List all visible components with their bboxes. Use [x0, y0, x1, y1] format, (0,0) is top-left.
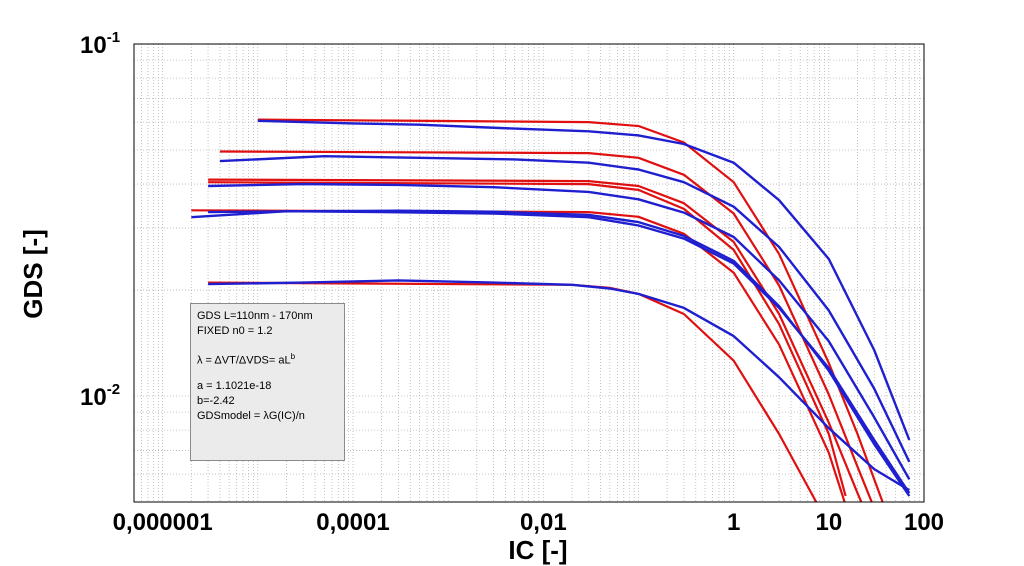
- x-tick-label: 10: [815, 509, 842, 536]
- y-axis-title: GDS [-]: [18, 229, 48, 319]
- measured-curve-9: [208, 182, 911, 480]
- annotation-line-2: FIXED n0 = 1.2: [197, 325, 273, 337]
- measured-curve-7: [257, 119, 911, 441]
- y-tick-label: 10-1: [80, 29, 120, 59]
- model-curve-3: [208, 178, 863, 502]
- x-tick-labels: 0,000001 0,0001 0,01 1 10 100: [113, 509, 944, 536]
- annotation-line-4: a = 1.1021e-18: [197, 379, 272, 392]
- model-curve-4: [191, 209, 846, 502]
- annotation-line-1: GDS L=110nm - 170nm: [197, 310, 313, 322]
- measured-curve-8: [219, 154, 911, 463]
- model-curve-1: [257, 118, 884, 502]
- annotation-line-6: GDSmodel = λG(IC)/n: [197, 409, 305, 422]
- model-annotation-box: GDS L=110nm - 170nm FIXED n0 = 1.2 λ = Δ…: [190, 303, 345, 461]
- x-tick-label: 1: [727, 509, 740, 536]
- annotation-line-3-exponent: b: [290, 352, 296, 361]
- x-tick-label: 0,01: [520, 509, 567, 536]
- measured-curve-11: [208, 209, 911, 497]
- plot-series: [191, 118, 911, 502]
- x-axis-title: IC [-]: [508, 535, 567, 565]
- measured-curve-12: [208, 279, 910, 492]
- y-tick-label: 10-2: [80, 381, 120, 411]
- model-curve-2: [219, 150, 873, 502]
- annotation-line-5: b=-2.42: [197, 394, 235, 407]
- annotation-line-3-text: λ = ΔVT/ΔVDS= aL: [197, 354, 291, 367]
- model-curve-6: [208, 181, 847, 497]
- plot-frame: [133, 43, 925, 503]
- x-tick-label: 0,0001: [316, 509, 389, 536]
- x-tick-label: 100: [904, 509, 944, 536]
- annotation-line-3: λ = ΔVT/ΔVDS= aLb: [197, 349, 338, 369]
- x-tick-label: 0,000001: [113, 509, 213, 536]
- y-tick-labels: 10-1 10-2: [80, 29, 120, 411]
